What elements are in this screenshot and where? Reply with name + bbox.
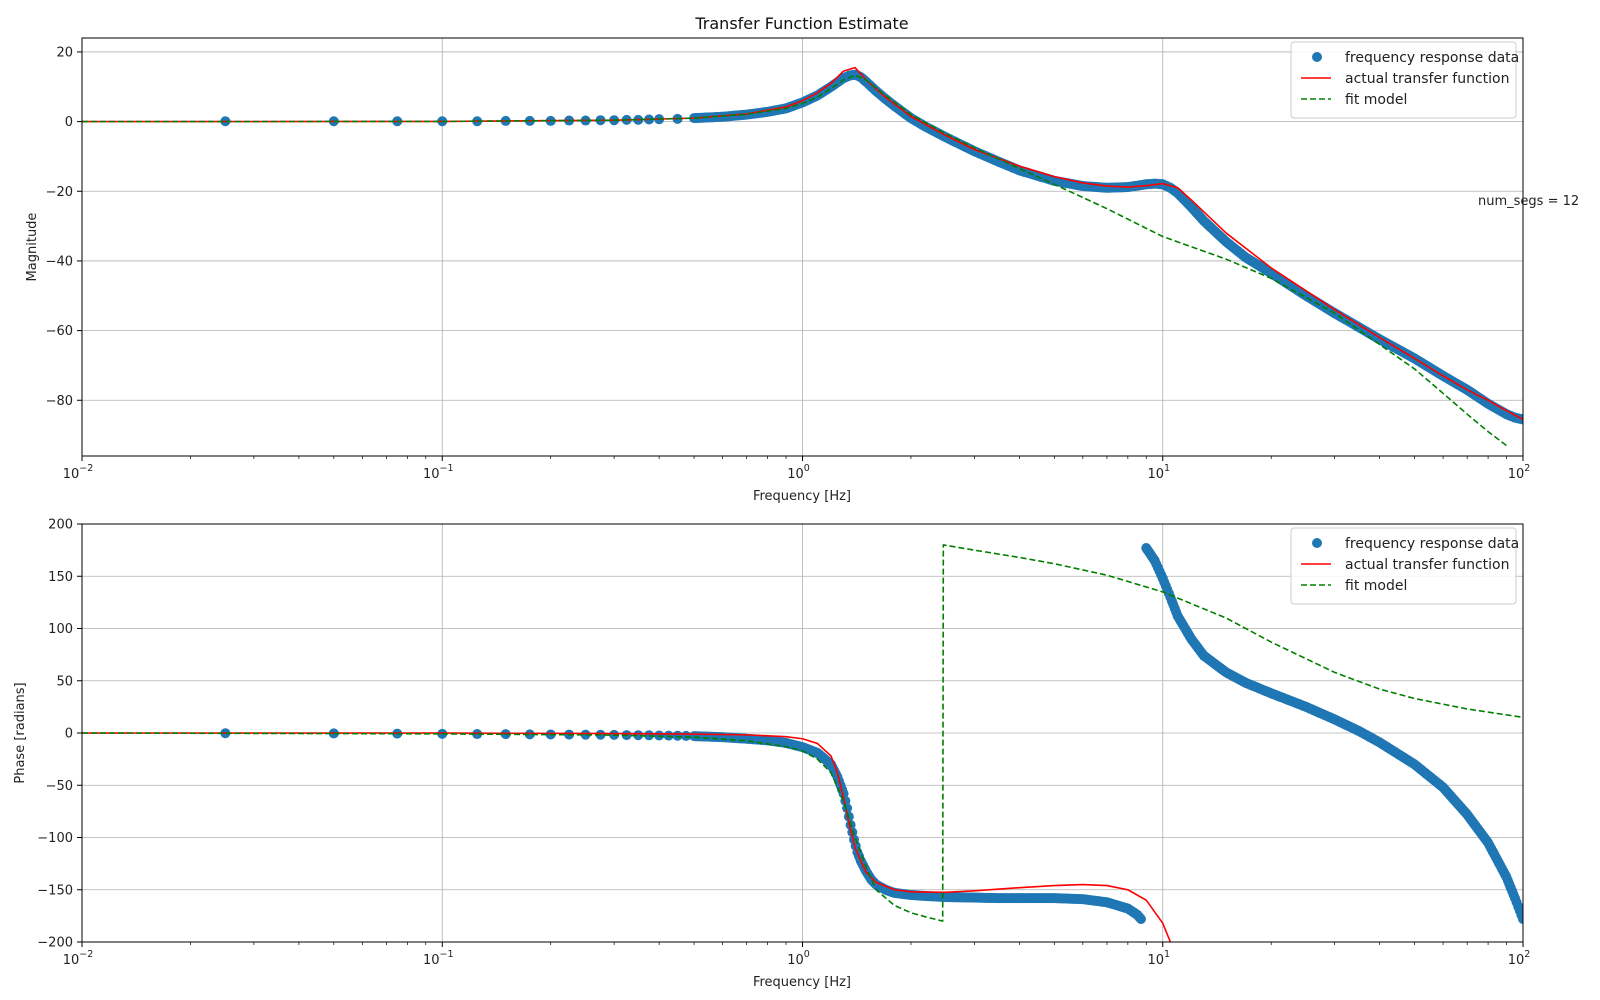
magnitude-x-tick-base: 10 <box>787 467 804 482</box>
phase-x-label: Frequency [Hz] <box>753 975 851 990</box>
magnitude-x-tick-base: 10 <box>423 467 440 482</box>
phase-y-tick-label: −100 <box>37 831 73 846</box>
phase-legend-label: fit model <box>1345 578 1407 594</box>
phase-y-ticks: 200 150 100 50 0 −50 −100 −150 −200 <box>37 518 82 951</box>
magnitude-x-ticks: 10−2 10−1 100 101 102 <box>63 456 1531 482</box>
phase-y-tick-label: −150 <box>37 883 73 898</box>
phase-x-tick-base: 10 <box>63 953 80 968</box>
magnitude-x-label: Frequency [Hz] <box>753 489 851 504</box>
magnitude-y-tick-label: −20 <box>46 185 73 200</box>
magnitude-legend-label: actual transfer function <box>1345 71 1510 87</box>
phase-y-tick-label: 50 <box>56 674 73 689</box>
chart-title: Transfer Function Estimate <box>694 14 908 33</box>
magnitude-x-tick-exponent: 0 <box>804 463 810 474</box>
phase-legend-item: fit model <box>1301 578 1407 594</box>
phase-legend-item: frequency response data <box>1312 536 1519 552</box>
magnitude-x-tick-exponent: 1 <box>1164 463 1170 474</box>
magnitude-x-tick-base: 10 <box>1147 467 1164 482</box>
phase-x-tick-label: 100 <box>787 949 810 968</box>
phase-x-tick-base: 10 <box>1508 953 1525 968</box>
phase-y-tick-label: 150 <box>48 570 73 585</box>
magnitude-x-tick-label: 10−1 <box>423 463 454 482</box>
phase-series-frequency-response-data-point <box>472 729 483 740</box>
phase-x-tick-exponent: 1 <box>1164 949 1170 960</box>
phase-y-tick-label: 100 <box>48 622 73 637</box>
magnitude-x-tick-exponent: −1 <box>440 463 454 474</box>
phase-series-frequency-response-data-point <box>663 730 674 741</box>
phase-y-label: Phase [radians] <box>13 682 28 783</box>
phase-y-tick-label: −200 <box>37 936 73 951</box>
phase-series-actual-transfer-function-line <box>82 732 1172 942</box>
magnitude-y-tick-label: 0 <box>65 115 73 130</box>
magnitude-legend-item: actual transfer function <box>1301 71 1510 87</box>
magnitude-series-actual-transfer-function-line <box>82 66 1523 421</box>
magnitude-y-ticks: 20 0 −20 −40 −60 −80 <box>46 45 82 409</box>
magnitude-y-label: Magnitude <box>25 213 40 282</box>
phase-x-tick-exponent: 2 <box>1524 949 1530 960</box>
phase-series-fit-model-line <box>82 544 1523 922</box>
phase-series-frequency-response-data-point <box>1518 914 1523 925</box>
magnitude-x-tick-label: 10−2 <box>63 463 94 482</box>
phase-series-frequency-response-data-point <box>580 729 591 740</box>
magnitude-x-tick-base: 10 <box>1508 467 1525 482</box>
phase-series-frequency-response-data-point <box>633 730 644 741</box>
magnitude-legend-label: frequency response data <box>1345 50 1519 66</box>
phase-x-tick-label: 10−2 <box>63 949 94 968</box>
magnitude-legend-label: fit model <box>1345 92 1407 108</box>
magnitude-y-tick-label: −60 <box>46 324 73 339</box>
phase-series-frequency-response-data <box>220 543 1523 925</box>
magnitude-legend-item: frequency response data <box>1312 50 1519 66</box>
phase-x-tick-label: 102 <box>1508 949 1531 968</box>
phase-legend-label: frequency response data <box>1345 536 1519 552</box>
magnitude-panel: Transfer Function Estimate 200−20−40−60−… <box>25 14 1579 504</box>
magnitude-y-tick-label: −80 <box>46 394 73 409</box>
magnitude-plot-area <box>82 66 1523 447</box>
magnitude-series-fit-model-line <box>82 74 1508 447</box>
magnitude-x-tick-label: 100 <box>787 463 810 482</box>
phase-series-group <box>82 543 1523 942</box>
magnitude-legend: frequency response data actual transfer f… <box>1290 41 1519 119</box>
magnitude-x-tick-exponent: −2 <box>79 463 93 474</box>
phase-x-tick-exponent: 0 <box>804 949 810 960</box>
phase-y-tick-label: 200 <box>48 518 73 533</box>
magnitude-x-tick-label: 101 <box>1147 463 1170 482</box>
phase-series-frequency-response-data-point <box>1135 914 1146 925</box>
phase-plot-area <box>82 543 1523 942</box>
phase-legend-box <box>1290 527 1517 605</box>
magnitude-legend-item: fit model <box>1301 92 1407 108</box>
phase-legend-marker <box>1312 538 1322 548</box>
phase-series-frequency-response-data-point <box>524 729 535 740</box>
num-segs-annotation: num_segs = 12 <box>1478 194 1579 209</box>
magnitude-y-tick-label: 20 <box>56 45 73 60</box>
magnitude-series-group <box>82 66 1523 447</box>
magnitude-y-tick-label: −40 <box>46 254 73 269</box>
phase-x-tick-base: 10 <box>423 953 440 968</box>
magnitude-x-tick-label: 102 <box>1508 463 1531 482</box>
phase-x-tick-base: 10 <box>1147 953 1164 968</box>
phase-x-tick-base: 10 <box>787 953 804 968</box>
magnitude-series-frequency-response-data <box>220 69 1523 425</box>
phase-x-tick-exponent: −1 <box>440 949 454 960</box>
phase-x-tick-label: 101 <box>1147 949 1170 968</box>
magnitude-x-tick-exponent: 2 <box>1524 463 1530 474</box>
phase-y-tick-label: 0 <box>65 727 73 742</box>
phase-legend: frequency response data actual transfer f… <box>1290 527 1519 605</box>
phase-x-tick-label: 10−1 <box>423 949 454 968</box>
phase-y-tick-label: −50 <box>46 779 73 794</box>
phase-x-tick-exponent: −2 <box>79 949 93 960</box>
magnitude-legend-marker <box>1312 52 1322 62</box>
phase-legend-item: actual transfer function <box>1301 557 1510 573</box>
magnitude-x-tick-base: 10 <box>63 467 80 482</box>
phase-legend-label: actual transfer function <box>1345 557 1510 573</box>
magnitude-legend-box <box>1290 41 1517 119</box>
phase-x-ticks: 10−2 10−1 100 101 102 <box>63 942 1531 968</box>
